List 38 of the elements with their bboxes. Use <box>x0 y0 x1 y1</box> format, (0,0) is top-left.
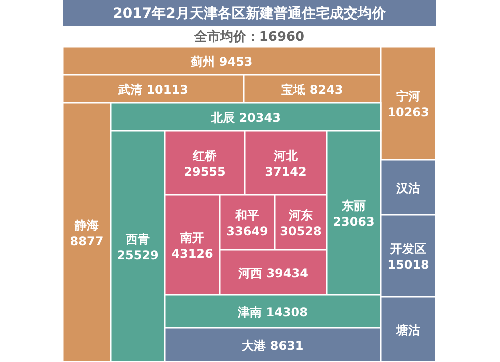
category-label: 武清 <box>118 83 143 97</box>
category-label: 和平 <box>234 208 260 222</box>
data-label: 10263 <box>388 106 430 120</box>
data-label: 23063 <box>333 215 375 229</box>
category-label: 河北 <box>273 149 299 163</box>
data-label: 8243 <box>310 83 344 97</box>
data-label: 25529 <box>117 248 159 262</box>
data-label: 20343 <box>239 111 281 125</box>
category-label: 汉沽 <box>396 182 420 196</box>
text: 2017年2月天津各区新建普通住宅成交均价 <box>113 5 387 22</box>
category-label: 塘沽 <box>396 324 420 338</box>
data-label: 9453 <box>219 55 253 69</box>
data-label: 8631 <box>270 339 304 353</box>
category-label: 静海 <box>74 218 99 232</box>
data-label: 43126 <box>172 247 214 261</box>
category-label: 南开 <box>180 231 204 245</box>
data-label: 29555 <box>184 165 226 179</box>
category-label: 红桥 <box>192 149 218 163</box>
category-label: 大港 <box>242 339 266 353</box>
category-label: 蓟州 <box>191 55 216 69</box>
category-label: 西青 <box>125 232 150 246</box>
data-label: 15018 <box>388 258 430 272</box>
text: 全市均价：16960 <box>193 29 305 45</box>
data-label: 14308 <box>266 306 308 320</box>
category-label: 河西 <box>238 266 263 280</box>
data-label: 39434 <box>266 266 308 280</box>
category-label: 北辰 <box>211 111 236 125</box>
data-label: 30528 <box>280 224 322 238</box>
data-label: 37142 <box>265 165 307 179</box>
category-label: 河东 <box>288 208 313 222</box>
category-label: 开发区 <box>390 242 426 256</box>
category-label: 津南 <box>238 306 262 320</box>
category-label: 东丽 <box>341 199 366 213</box>
data-label: 33649 <box>226 224 268 238</box>
category-label: 宝坻 <box>282 83 306 97</box>
data-label: 10113 <box>146 83 188 97</box>
category-label: 宁河 <box>396 90 420 104</box>
data-label: 8877 <box>70 234 104 248</box>
